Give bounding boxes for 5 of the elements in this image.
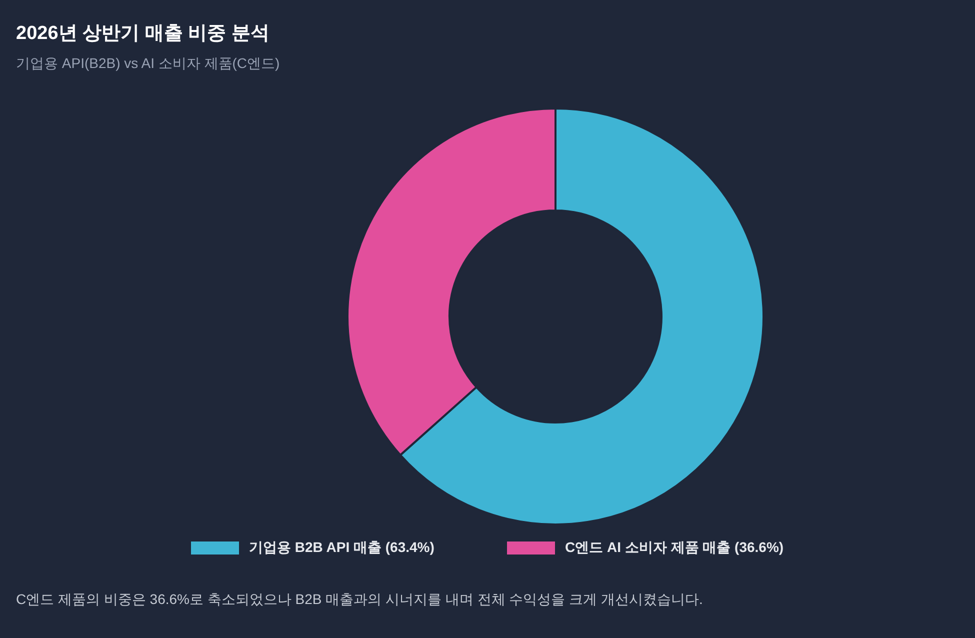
legend-label: 기업용 B2B API 매출 (63.4%) — [249, 539, 434, 555]
legend-label: C엔드 AI 소비자 제품 매출 (36.6%) — [565, 539, 784, 555]
chart-subtitle: 기업용 API(B2B) vs AI 소비자 제품(C엔드) — [16, 55, 280, 71]
text: C엔드 제품의 비중은 36.6%로 축소되었으나 B2B 매출과의 시너지를 내며 전체 수익성을 크게 개선시켰습니다. — [16, 591, 703, 609]
chart-title: 2026년 상반기 매출 비중 분석 — [16, 23, 270, 44]
